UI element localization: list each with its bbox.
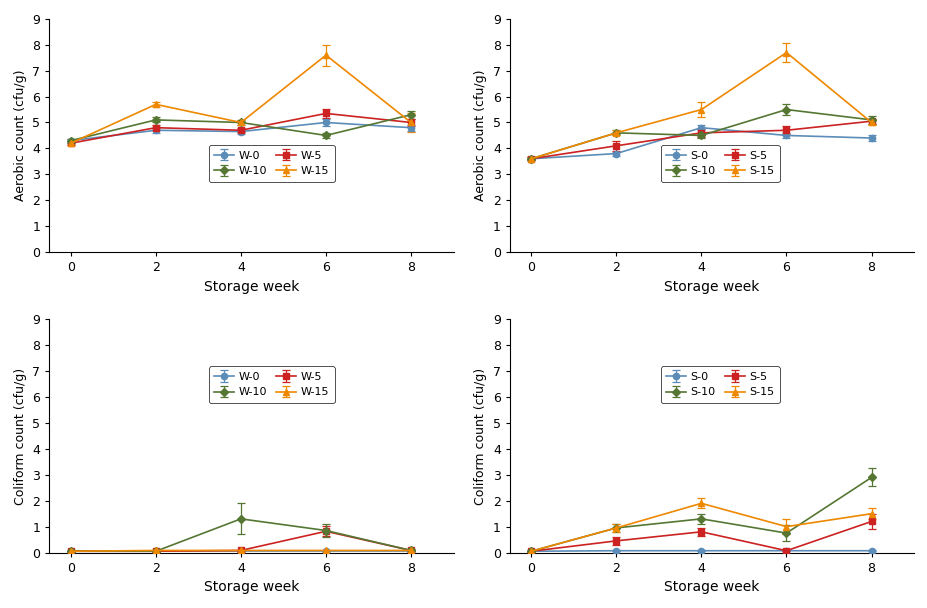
X-axis label: Storage week: Storage week	[664, 580, 759, 594]
X-axis label: Storage week: Storage week	[204, 580, 298, 594]
X-axis label: Storage week: Storage week	[204, 280, 298, 294]
Legend: W-0, W-10, W-5, W-15: W-0, W-10, W-5, W-15	[209, 145, 335, 182]
Y-axis label: Coliform count (cfu/g): Coliform count (cfu/g)	[474, 367, 487, 505]
Legend: W-0, W-10, W-5, W-15: W-0, W-10, W-5, W-15	[209, 367, 335, 403]
X-axis label: Storage week: Storage week	[664, 280, 759, 294]
Legend: S-0, S-10, S-5, S-15: S-0, S-10, S-5, S-15	[660, 145, 779, 182]
Y-axis label: Aerobic count (cfu/g): Aerobic count (cfu/g)	[474, 70, 487, 201]
Y-axis label: Aerobic count (cfu/g): Aerobic count (cfu/g)	[14, 70, 27, 201]
Legend: S-0, S-10, S-5, S-15: S-0, S-10, S-5, S-15	[660, 367, 779, 403]
Y-axis label: Coliform count (cfu/g): Coliform count (cfu/g)	[14, 367, 27, 505]
